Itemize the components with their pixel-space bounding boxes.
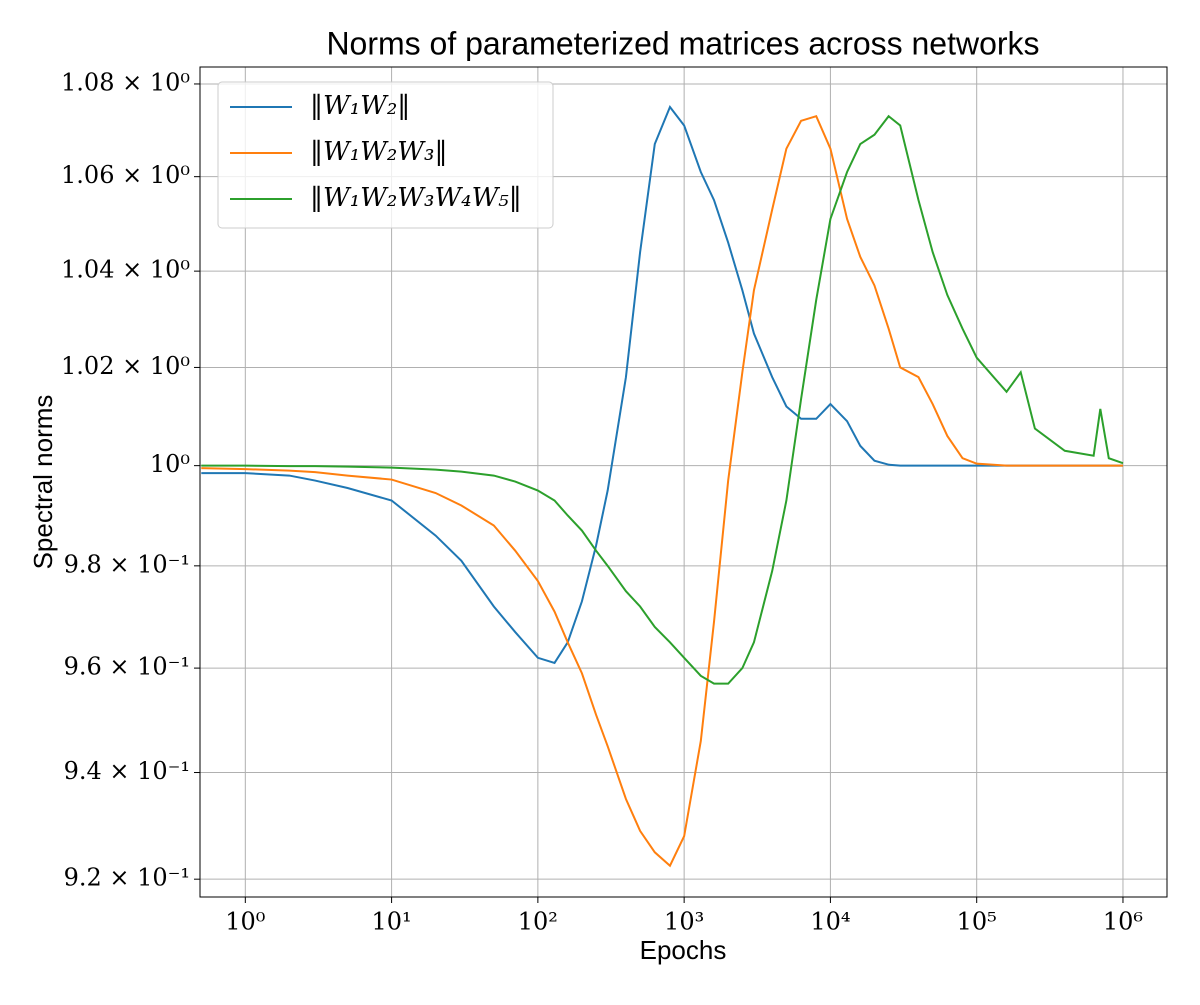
- x-tick-label: 10²: [518, 908, 558, 936]
- y-tick-label: 9.6 × 10⁻¹: [64, 653, 190, 681]
- x-axis-label: Epochs: [640, 935, 727, 965]
- axes-frame: [199, 66, 1168, 898]
- x-tick-label: 10⁰: [225, 908, 265, 936]
- x-tick-label: 10¹: [372, 908, 412, 936]
- y-tick-label: 9.2 × 10⁻¹: [64, 864, 190, 892]
- x-tick-label: 10⁶: [1103, 908, 1143, 936]
- legend-label: ‖W₁W₂‖: [310, 91, 410, 121]
- x-tick-label: 10⁴: [810, 908, 850, 936]
- x-tick-label: 10⁵: [957, 908, 997, 936]
- legend-label: ‖W₁W₂W₃W₄W₅‖: [310, 183, 522, 213]
- chart-title: Norms of parameterized matrices across n…: [326, 25, 1039, 61]
- y-tick-label: 10⁰: [150, 450, 190, 478]
- y-tick-label: 1.06 × 10⁰: [61, 161, 190, 189]
- y-tick-label: 1.04 × 10⁰: [61, 256, 190, 284]
- line-series: [201, 104, 1123, 665]
- y-tick-label: 9.4 × 10⁻¹: [64, 757, 190, 785]
- y-tick-label: 1.08 × 10⁰: [61, 68, 190, 96]
- y-tick-label: 9.8 × 10⁻¹: [64, 550, 190, 578]
- line-series: [201, 114, 1124, 685]
- y-axis-label: Spectral norms: [28, 395, 58, 570]
- x-tick-label: 10³: [664, 908, 704, 936]
- plot-lines: [201, 104, 1124, 868]
- y-tick-label: 1.02 × 10⁰: [61, 352, 190, 380]
- legend-label: ‖W₁W₂W₃‖: [310, 137, 447, 167]
- legend-box: [217, 81, 554, 229]
- line-series: [201, 114, 1123, 868]
